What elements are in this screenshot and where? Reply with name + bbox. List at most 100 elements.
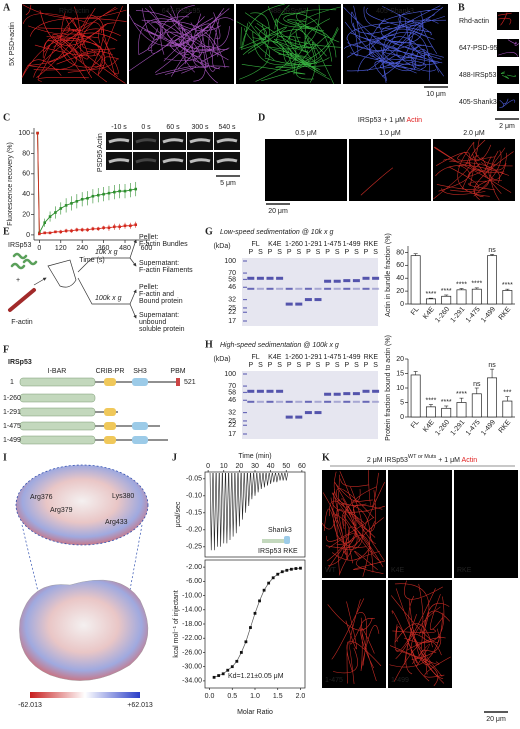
marker-label: 58 (228, 276, 236, 283)
filaments (433, 139, 514, 201)
y-axis-label: kcal mol⁻¹ of injectant (173, 590, 180, 658)
injection-peak (278, 472, 282, 481)
x-tick-label: 30 (251, 463, 259, 470)
panel-label: K (322, 452, 330, 463)
lane-label: FL (252, 354, 260, 361)
lane-label: 1-499 (343, 241, 361, 248)
point (118, 189, 121, 193)
panel-title: IRSp53 + 1 μM Actin (358, 117, 422, 124)
gel-band (256, 400, 264, 403)
point (285, 568, 289, 572)
filaments (128, 4, 234, 84)
residue-number: 1 (10, 379, 14, 386)
speed-label: 10k x g (95, 249, 118, 256)
x-tick-label: 360 (98, 245, 110, 252)
injection-peak (241, 472, 245, 520)
domain-ibar (19, 377, 96, 387)
scale-label: 5 μm (220, 180, 236, 187)
injection-peak (209, 472, 214, 551)
fraction-label: P (364, 249, 369, 256)
arrow (129, 303, 137, 319)
zoom-surface (15, 464, 149, 546)
injection-peak (212, 472, 217, 551)
point (107, 191, 111, 195)
gel (242, 258, 378, 326)
fraction-label: S (335, 249, 340, 256)
gel-band (276, 287, 284, 290)
x-tick-label: 1.0 (250, 693, 260, 700)
gel-band (247, 287, 255, 290)
gel-band (304, 411, 312, 415)
title-part: 2 μM IRSp53 (367, 457, 408, 464)
point (230, 665, 234, 669)
point (113, 190, 116, 194)
gel-band (266, 287, 274, 290)
significance: **** (425, 397, 436, 404)
y-axis-label: Protein fraction bound to actin (%) (385, 335, 392, 441)
marker-label: 17 (228, 318, 236, 325)
bar (502, 290, 513, 305)
bar (456, 289, 467, 305)
outcome-text: Supernatant: (139, 260, 179, 267)
lane-label: K4E (268, 354, 282, 361)
point (262, 588, 266, 592)
fraction-label: S (258, 249, 263, 256)
point (86, 196, 89, 200)
row-label: PSD95 (97, 150, 104, 172)
x-tick-label: 10 (220, 463, 228, 470)
y-tick-label: -0.15 (186, 510, 202, 517)
bar (456, 402, 467, 418)
gel-band (276, 389, 284, 393)
channel-label: Rhd-actin (459, 18, 489, 25)
point (280, 570, 284, 574)
x-tick-label: 1-260 (434, 419, 451, 437)
gel (242, 371, 378, 439)
gel-band (343, 279, 351, 283)
gel-band (324, 279, 332, 283)
outcome-text: F-actin and (139, 291, 174, 298)
point (43, 231, 47, 235)
gel-band (352, 400, 360, 403)
gel-band (333, 400, 341, 403)
point (276, 572, 280, 576)
domain-crib (104, 378, 116, 386)
point (249, 626, 252, 629)
gel-band (256, 389, 264, 393)
title-part: IRSp53 + 1 μM (358, 117, 407, 124)
time-label: 60 s (166, 124, 180, 131)
y-axis-label: Fluorescence recovery (%) (7, 142, 14, 226)
gel-band (372, 389, 380, 393)
time-label: -10 s (111, 124, 127, 131)
gel-band (324, 287, 332, 290)
panel-label: E (3, 226, 10, 237)
panel-label: A (3, 2, 11, 13)
point (299, 566, 302, 570)
fraction-label: S (277, 362, 282, 369)
point (48, 215, 52, 218)
point (102, 226, 105, 230)
gel-band (266, 400, 274, 403)
domain-label: I-BAR (48, 368, 67, 375)
point (75, 200, 79, 203)
outcome-text: Bound protein (139, 298, 183, 305)
gel-band (276, 400, 284, 403)
concentration: 0.5 μM (295, 130, 317, 137)
bar (425, 406, 436, 418)
marker-label: 70 (228, 270, 236, 277)
lane-label: 1-260 (285, 354, 303, 361)
panel-label: B (458, 2, 465, 13)
fraction-label: S (296, 362, 301, 369)
y-tick-label: 0 (400, 414, 404, 421)
gel-band (324, 392, 332, 396)
domain-sh3 (132, 436, 148, 444)
filaments (497, 12, 512, 26)
construct-label: 1-499 (3, 437, 21, 444)
injection-peak (219, 472, 223, 547)
fraction-label: P (325, 362, 330, 369)
point (118, 225, 121, 229)
condition-label: WT (325, 567, 337, 574)
outcome-text: Pellet: (139, 284, 159, 291)
marker-label: 100 (224, 258, 236, 265)
point (258, 599, 261, 603)
gel-unit: (kDa) (213, 243, 230, 250)
